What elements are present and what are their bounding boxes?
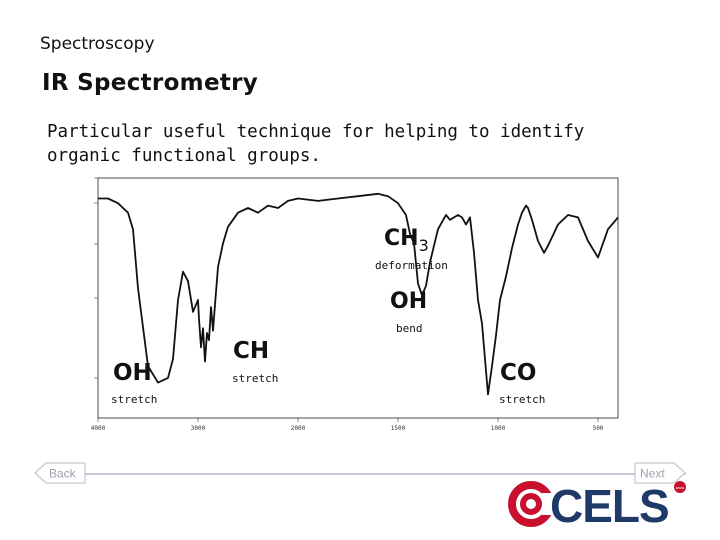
chart-frame <box>97 177 619 419</box>
co-stretch-caption: stretch <box>499 393 546 406</box>
x-axis-ticks: 4000 3000 2000 1500 1000 500 <box>91 418 604 432</box>
back-button-label: Back <box>49 467 77 481</box>
ch-stretch-caption: stretch <box>232 372 279 385</box>
logo-wordmark: CELS <box>550 480 669 529</box>
oh-bend-label: OH <box>390 289 428 314</box>
page-title: IR Spectrometry <box>42 70 259 96</box>
back-arrow-icon <box>34 462 86 484</box>
section-title: Spectroscopy <box>40 34 155 54</box>
cels-logo: CELS www <box>508 480 686 529</box>
ch3-label-text: CH <box>384 226 419 251</box>
co-stretch-label: CO <box>500 360 537 386</box>
oh-bend-caption: bend <box>396 322 423 335</box>
ch3-caption: deformation <box>375 259 448 272</box>
x-tick-label: 3000 <box>191 425 206 432</box>
nav-divider <box>46 473 686 475</box>
next-button[interactable]: Next <box>634 462 686 484</box>
ch-stretch-label: CH <box>233 338 270 364</box>
x-tick-label: 1500 <box>391 425 406 432</box>
oh-stretch-caption: stretch <box>111 393 158 406</box>
ir-spectrum-chart: 4000 3000 2000 1500 1000 500 <box>91 177 619 432</box>
logo-ring-gap <box>542 493 556 515</box>
x-tick-label: 2000 <box>291 425 306 432</box>
spectrum-series-line <box>98 192 619 396</box>
logo-ring-inner <box>520 493 542 515</box>
logo-badge-text: www <box>676 485 685 490</box>
next-button-label: Next <box>640 467 665 481</box>
logo-badge <box>674 481 686 493</box>
back-button[interactable]: Back <box>34 462 86 484</box>
ch3-label: CH3 <box>384 226 429 255</box>
oh-stretch-label: OH <box>113 360 152 386</box>
x-tick-label: 500 <box>593 425 604 432</box>
x-tick-label: 4000 <box>91 425 106 432</box>
x-tick-label: 1000 <box>491 425 506 432</box>
body-text: Particular useful technique for helping … <box>47 122 585 166</box>
ch3-subscript: 3 <box>418 236 429 255</box>
next-arrow-icon <box>634 462 686 484</box>
